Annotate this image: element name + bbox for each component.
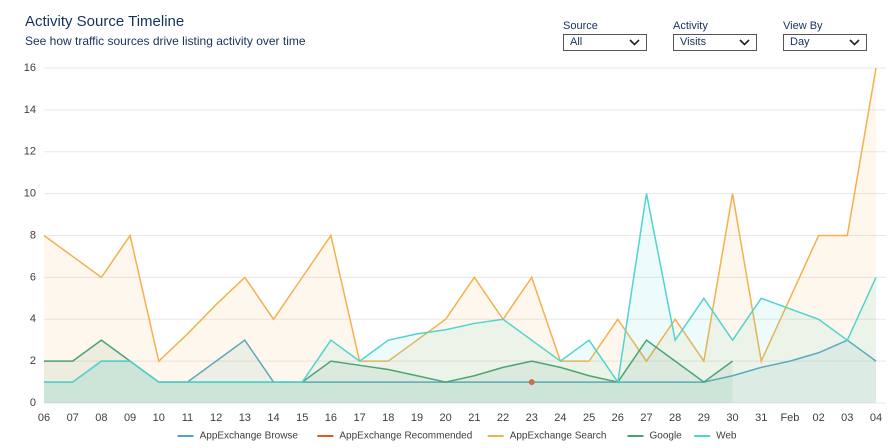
x-tick-label: 14 xyxy=(267,412,279,424)
chevron xyxy=(849,39,860,46)
chevron xyxy=(739,39,750,46)
y-tick-label: 6 xyxy=(30,271,36,283)
x-tick-label: 11 xyxy=(182,412,193,424)
dropdown-value: Visits xyxy=(680,36,707,48)
y-tick-label: 8 xyxy=(30,229,36,241)
dropdown[interactable]: Visits xyxy=(673,34,757,51)
dropdown[interactable]: All xyxy=(563,34,647,51)
x-tick-label: 20 xyxy=(440,412,452,424)
legend-label: AppExchange Recommended xyxy=(339,431,472,442)
area xyxy=(44,68,876,403)
x-tick-label: 19 xyxy=(411,412,423,424)
x-tick-label: 25 xyxy=(583,412,595,424)
legend-label: Web xyxy=(716,431,737,442)
line xyxy=(43,67,877,364)
y-tick-label: 14 xyxy=(24,104,36,116)
x-tick-label: 23 xyxy=(526,412,538,424)
legend-label: AppExchange Browse xyxy=(200,431,299,442)
y-tick-label: 12 xyxy=(24,146,36,158)
dropdown-value: All xyxy=(570,36,583,48)
x-tick-label: 06 xyxy=(38,412,50,424)
x-tick-label: 22 xyxy=(497,412,509,424)
x-tick-label: 09 xyxy=(124,412,136,424)
x-tick-label: 02 xyxy=(812,412,824,424)
dropdown[interactable]: Day xyxy=(783,34,867,51)
filter-label: Activity xyxy=(673,20,708,32)
title: Activity Source Timeline xyxy=(25,13,185,30)
x-tick-label: Feb xyxy=(780,412,799,424)
x-tick-label: 15 xyxy=(296,412,308,424)
x-tick-label: 03 xyxy=(841,412,853,424)
dropdown-value: Day xyxy=(790,36,810,48)
legend-label: Google xyxy=(650,431,683,442)
filter-label: View By xyxy=(783,20,823,32)
filter: View By Day xyxy=(783,20,867,51)
filter: Activity Visits xyxy=(673,20,757,51)
chevron xyxy=(629,39,640,46)
x-tick-label: 29 xyxy=(698,412,710,424)
line xyxy=(44,193,877,385)
y-tick-label: 4 xyxy=(30,313,36,325)
filter: Source All xyxy=(563,20,647,51)
y-tick-label: 2 xyxy=(30,355,36,367)
x-tick-label: 07 xyxy=(67,412,79,424)
x-tick-label: 18 xyxy=(382,412,394,424)
x-tick-label: 08 xyxy=(95,412,107,424)
subtitle: See how traffic sources drive listing ac… xyxy=(25,34,306,48)
x-tick-label: 13 xyxy=(239,412,251,424)
x-tick-label: 28 xyxy=(669,412,681,424)
x-tick-label: 27 xyxy=(640,412,652,424)
x-tick-label: 30 xyxy=(726,412,738,424)
x-tick-label: 04 xyxy=(870,412,882,424)
area xyxy=(44,340,876,403)
x-tick-label: 16 xyxy=(325,412,337,424)
area xyxy=(44,340,733,403)
x-tick-label: 31 xyxy=(755,412,767,424)
y-tick-label: 0 xyxy=(30,397,36,409)
x-tick-label: 21 xyxy=(468,412,480,424)
area xyxy=(44,193,876,403)
x-tick-label: 10 xyxy=(153,412,165,424)
legend-label: AppExchange Search xyxy=(510,431,607,442)
y-tick-label: 10 xyxy=(24,188,36,200)
x-tick-label: 24 xyxy=(554,412,566,424)
x-tick-label: 17 xyxy=(353,412,365,424)
x-tick-label: 12 xyxy=(210,412,222,424)
x-tick-label: 26 xyxy=(612,412,624,424)
filter-label: Source xyxy=(563,20,598,32)
y-tick-label: 16 xyxy=(24,62,36,74)
point xyxy=(528,379,535,386)
